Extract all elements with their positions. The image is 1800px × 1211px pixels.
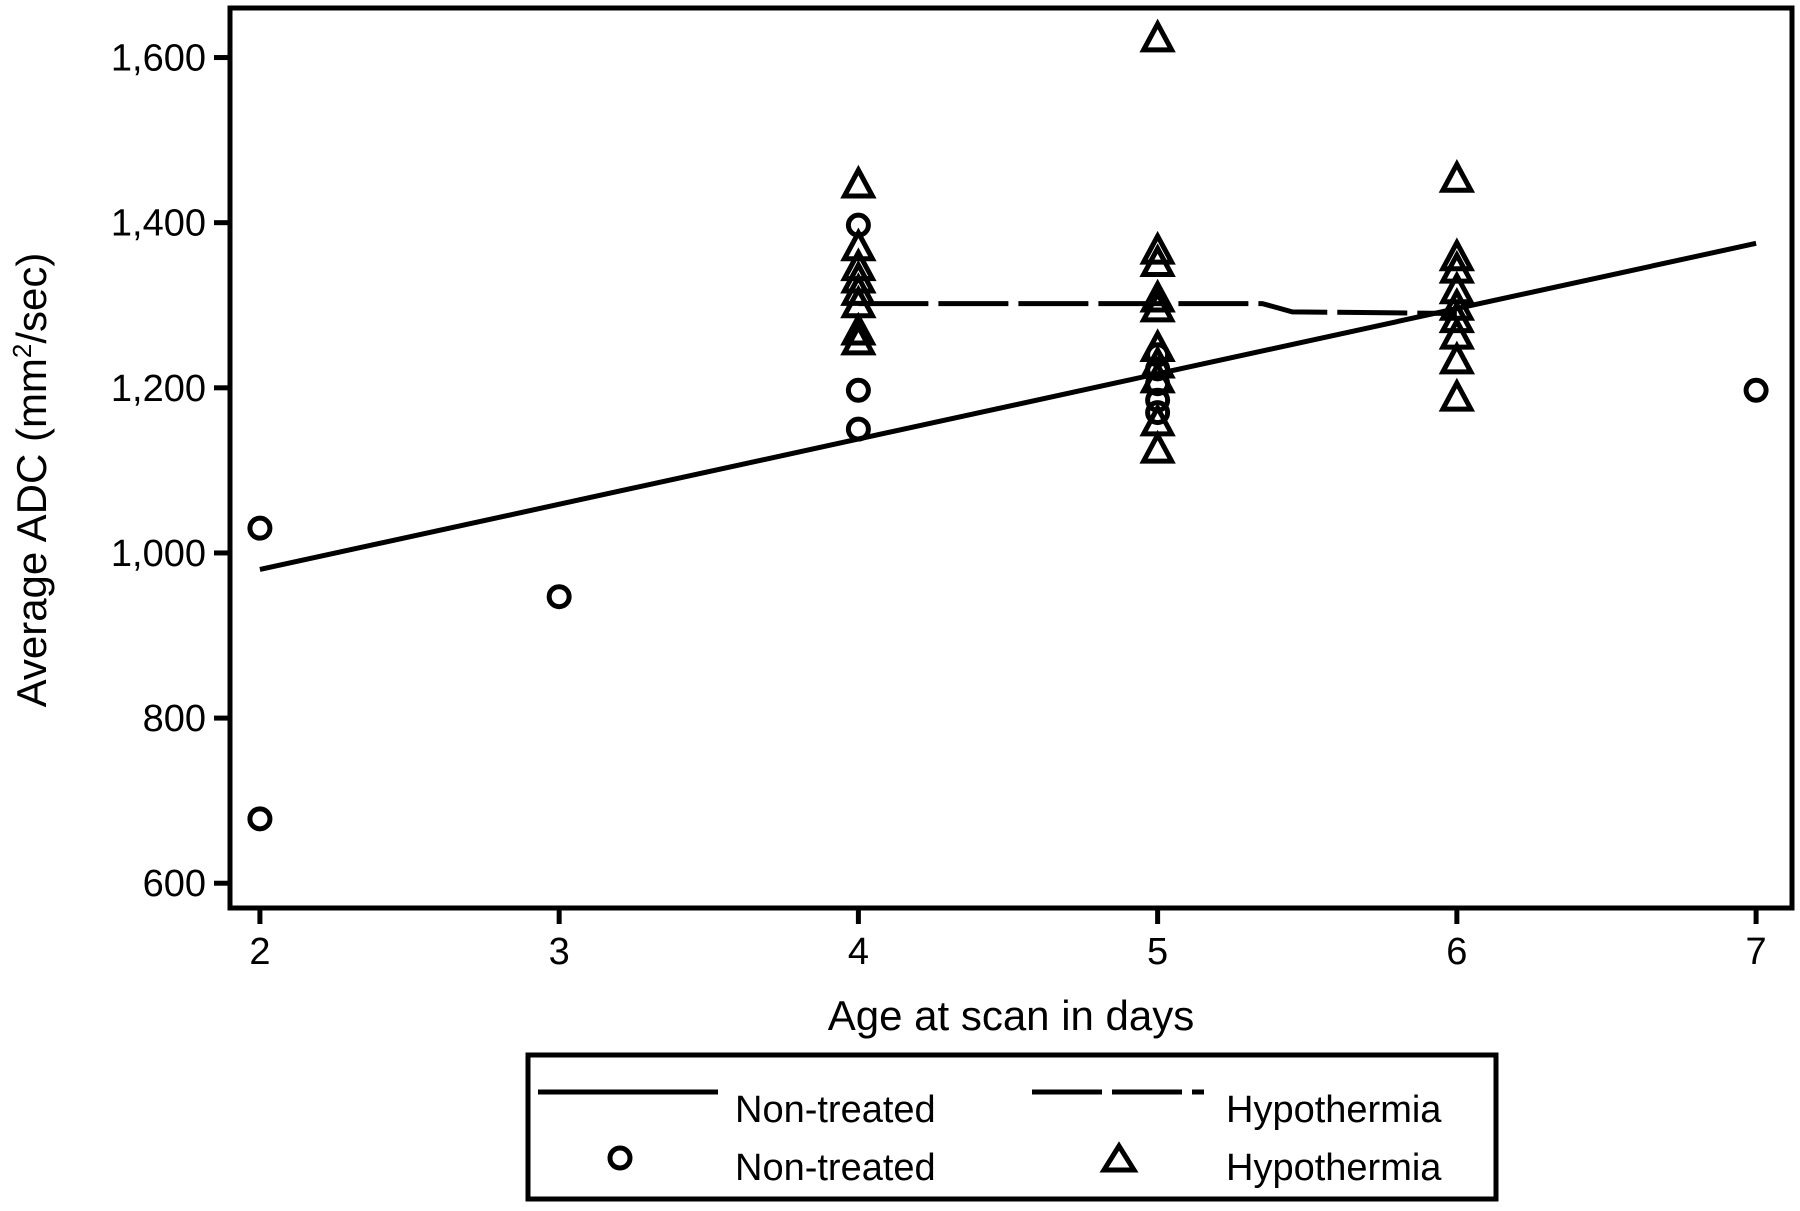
point-hypothermia [1438,299,1476,334]
point-hypothermia [840,164,877,199]
y-tick-label: 1,000 [111,533,206,575]
y-tick-label: 600 [143,863,206,905]
point-hypothermia [840,321,877,356]
point-hypothermia [1139,359,1176,394]
fit-lines [259,240,1757,572]
point-hypothermia [1139,230,1176,265]
y-tick-label: 1,400 [111,203,206,245]
fit-line-non-treated [259,240,1757,572]
y-tick-label: 1,600 [111,38,206,80]
plot-frame [227,5,1795,911]
point-hypothermia [840,227,877,262]
legend-box [525,1052,1499,1202]
legend: Non-treated Hypothermia Non-treated Hypo… [525,1052,1499,1202]
point-nontreated [845,377,871,403]
y-axis-title: Average ADC (mm2/sec) [7,253,55,708]
point-hypothermia [840,272,877,306]
point-nontreated [247,515,273,541]
point-hypothermia [1438,340,1476,375]
point-hypothermia [1438,377,1476,412]
data-points [247,18,1769,832]
point-hypothermia [1438,158,1476,193]
point-hypothermia [1139,328,1176,363]
point-hypothermia [1438,237,1476,272]
y-axis: 600 800 1,000 1,200 1,400 1,600 [111,38,230,905]
x-tick-label: 4 [848,931,869,973]
point-hypothermia [1139,278,1176,313]
point-nontreated [546,584,572,610]
x-tick-label: 2 [249,931,270,973]
point-hypothermia [1139,344,1176,379]
point-hypothermia [1139,288,1176,323]
x-axis: 2 3 4 5 6 7 [249,908,1767,973]
point-nontreated [845,416,871,442]
y-axis-title-superscript: 2 [7,344,37,358]
point-hypothermia [1139,429,1176,464]
fit-line-hypothermia [858,301,1457,317]
x-tick-label: 5 [1147,931,1168,973]
point-nontreated [247,806,273,832]
y-tick-label: 800 [143,698,206,740]
legend-label-hypothermia-marker: Hypothermia [1226,1147,1442,1189]
point-hypothermia [1139,243,1176,277]
x-axis-title: Age at scan in days [828,992,1195,1039]
legend-circle-marker [607,1145,633,1171]
point-hypothermia [1438,249,1476,284]
x-tick-label: 6 [1446,931,1467,973]
y-tick-label: 1,200 [111,368,206,410]
x-tick-label: 3 [549,931,570,973]
point-hypothermia [840,311,877,346]
legend-label-nontreated-line: Non-treated [735,1089,936,1131]
point-hypothermia [1139,18,1176,53]
legend-label-hypothermia-line: Hypothermia [1226,1089,1442,1131]
legend-triangle-marker [1099,1141,1139,1173]
x-tick-label: 7 [1746,931,1767,973]
legend-label-nontreated-marker: Non-treated [735,1147,936,1189]
point-nontreated [1743,377,1769,403]
